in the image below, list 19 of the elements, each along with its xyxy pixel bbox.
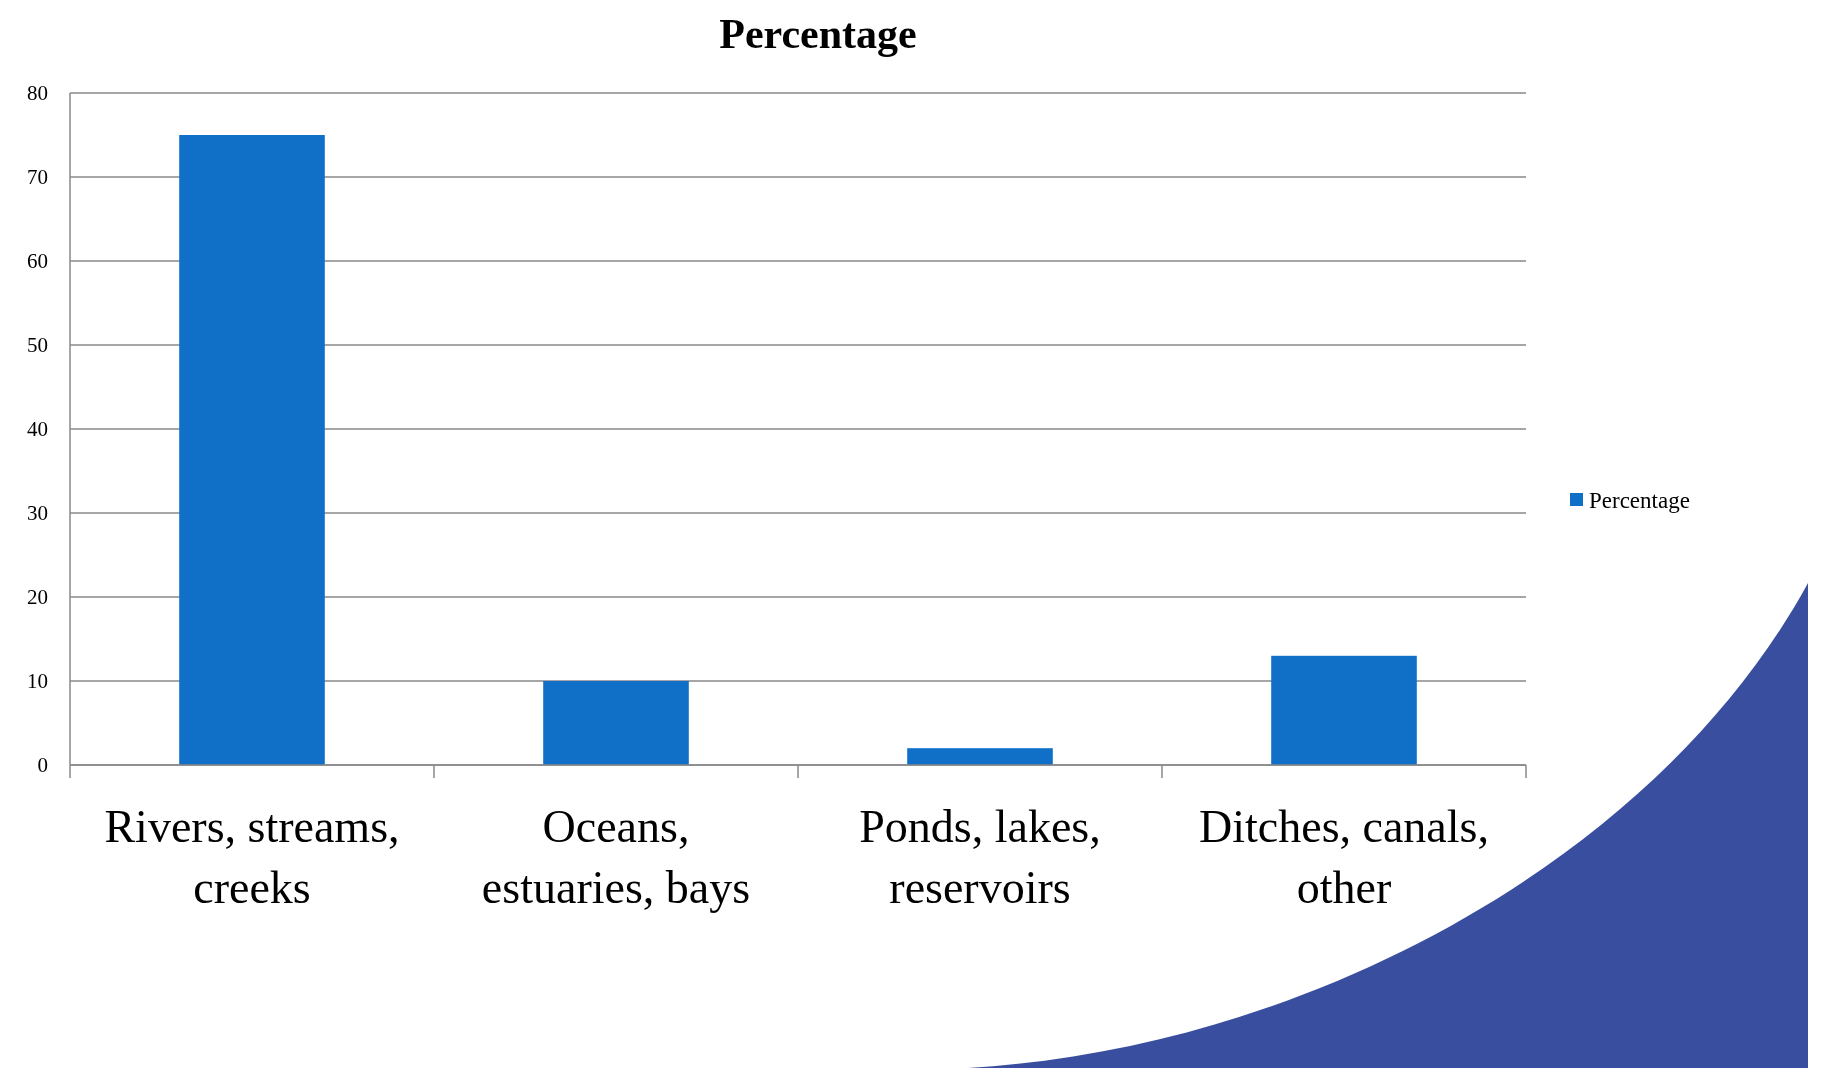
y-tick-label: 40	[27, 417, 48, 442]
y-tick-label: 60	[27, 249, 48, 274]
x-tick-label: Rivers, streams, creeks	[104, 801, 400, 913]
y-tick-label: 30	[27, 501, 48, 526]
chart-title: Percentage	[719, 11, 917, 57]
y-tick-label: 50	[27, 333, 48, 358]
bar	[543, 681, 689, 765]
y-tick-label: 70	[27, 165, 48, 190]
x-tick-label: Ditches, canals, other	[1199, 801, 1489, 913]
x-tick-label: Oceans, estuaries, bays	[481, 801, 751, 913]
y-tick-label: 80	[27, 81, 48, 106]
legend-label: Percentage	[1589, 488, 1690, 514]
bar	[1271, 655, 1417, 765]
y-tick-label: 0	[37, 753, 48, 778]
x-tick-label: Ponds, lakes, reservoirs	[859, 801, 1101, 913]
y-tick-label: 20	[27, 585, 48, 610]
y-tick-label: 10	[27, 669, 48, 694]
bar	[179, 135, 325, 765]
bar	[907, 748, 1053, 765]
